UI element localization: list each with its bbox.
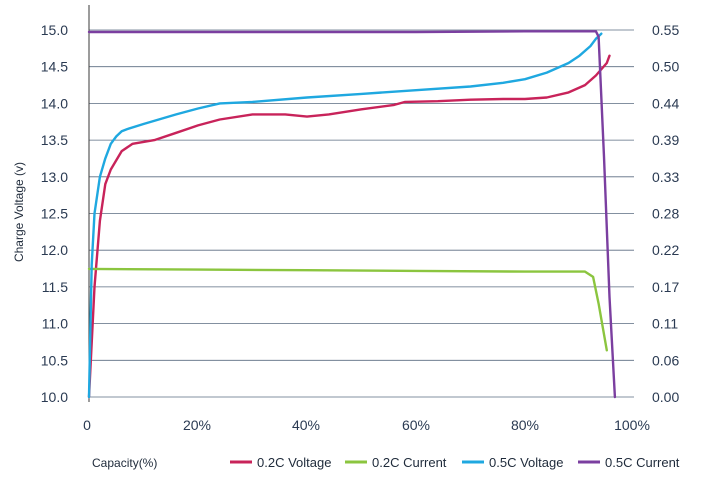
y-tick-label: 13.5 <box>41 132 68 148</box>
y-tick-label: 15.0 <box>41 22 68 38</box>
grid-lines <box>89 29 634 398</box>
series-group <box>87 30 617 399</box>
series-line-0-2c-current <box>87 267 608 352</box>
y-left-ticks: 10.0 10.5 11.0 11.5 12.0 12.5 13.0 13.5 14.0 14.5… <box>41 22 68 405</box>
y2-tick-label: 0.11 <box>652 316 678 332</box>
y2-tick-label: 0.28 <box>652 206 679 222</box>
y-tick-label: 10.0 <box>41 389 68 405</box>
legend: 0.2C Voltage 0.2C Current 0.5C Voltage 0.5C… <box>230 455 680 470</box>
y-right-ticks: 0.00 0.06 0.11 0.17 0.22 0.28 0.33 0.39 0.44 0.50… <box>652 22 679 405</box>
series-line-0-2c-voltage <box>87 54 611 399</box>
y2-tick-label: 0.39 <box>652 132 679 148</box>
y2-tick-label: 0.00 <box>652 389 679 405</box>
x-tick-label: 20% <box>183 417 211 433</box>
y2-tick-label: 0.22 <box>652 242 679 258</box>
legend-label-0-2c-voltage: 0.2C Voltage <box>257 455 331 470</box>
legend-label-0-2c-current: 0.2C Current <box>372 455 447 470</box>
x-tick-label: 80% <box>511 417 539 433</box>
y-tick-label: 10.5 <box>41 352 68 368</box>
x-tick-label: 40% <box>292 417 320 433</box>
y-tick-label: 11.5 <box>42 279 68 295</box>
x-tick-label: 0 <box>83 417 91 433</box>
y2-tick-label: 0.06 <box>652 352 679 368</box>
series-line-0-5c-voltage <box>87 32 603 399</box>
x-tick-label: 60% <box>402 417 430 433</box>
y-tick-label: 11.0 <box>42 316 68 332</box>
y-tick-label: 13.0 <box>41 169 68 185</box>
series-line-0-5c-current <box>87 30 617 399</box>
y2-tick-label: 0.44 <box>652 95 679 111</box>
y-tick-label: 14.5 <box>41 59 68 75</box>
legend-label-0-5c-voltage: 0.5C Voltage <box>489 455 563 470</box>
x-ticks: 0 20% 40% 60% 80% 100% <box>83 417 650 433</box>
y-tick-label: 12.5 <box>41 206 68 222</box>
x-tick-label: 100% <box>614 417 650 433</box>
y2-tick-label: 0.33 <box>652 169 679 185</box>
legend-label-0-5c-current: 0.5C Current <box>605 455 680 470</box>
y-tick-label: 12.0 <box>41 242 68 258</box>
x-axis-label: Capacity(%) <box>92 456 157 470</box>
y-axis-label: Charge Voltage (v) <box>12 162 26 262</box>
y2-tick-label: 0.50 <box>652 59 679 75</box>
y-tick-label: 14.0 <box>41 95 68 111</box>
y2-tick-label: 0.17 <box>652 279 679 295</box>
y2-tick-label: 0.55 <box>652 22 679 38</box>
